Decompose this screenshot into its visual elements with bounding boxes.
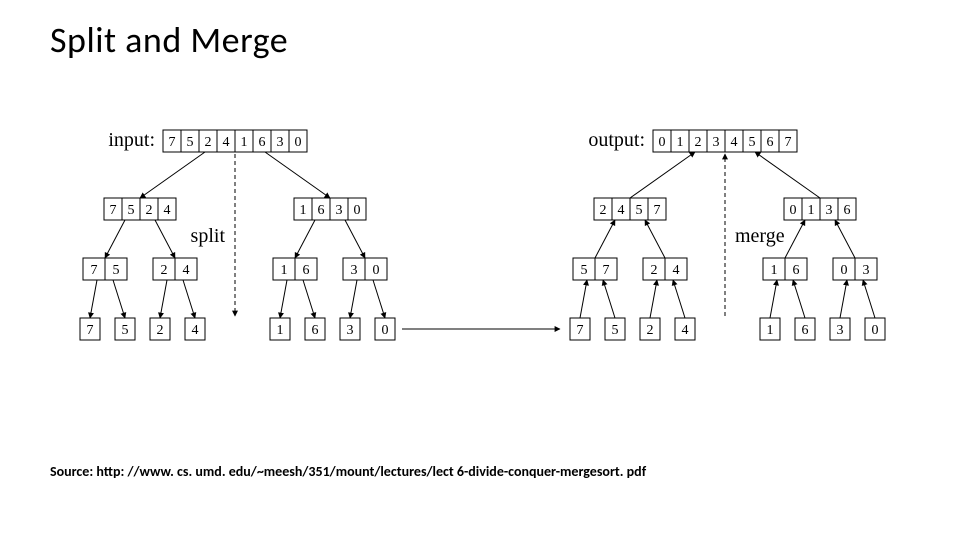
merge-edge xyxy=(863,280,875,318)
output-label: output: xyxy=(588,129,645,151)
merge-edge xyxy=(673,280,685,318)
merge-edge xyxy=(630,152,695,198)
split-l1-val: 1 xyxy=(300,203,307,218)
split-edge xyxy=(303,280,315,318)
merge-edge xyxy=(603,280,615,318)
split-l1-val: 7 xyxy=(110,203,117,218)
merge-l2-val: 5 xyxy=(581,263,588,278)
merge-l1-val: 4 xyxy=(618,203,625,218)
split-edge xyxy=(160,280,167,318)
merge-leaf-val: 7 xyxy=(577,323,584,338)
split-leaf-val: 6 xyxy=(312,323,319,338)
merge-l2-val: 3 xyxy=(863,263,870,278)
split-edge xyxy=(373,280,385,318)
merge-l1-val: 0 xyxy=(790,203,797,218)
split-leaf-val: 3 xyxy=(347,323,354,338)
merge-edge xyxy=(835,220,855,258)
merge-leaf-val: 1 xyxy=(767,323,774,338)
split-l1-val: 0 xyxy=(354,203,361,218)
split-root-val: 0 xyxy=(295,135,302,150)
merge-root-val: 3 xyxy=(713,135,720,150)
split-l1-val: 6 xyxy=(318,203,325,218)
merge-l1-val: 7 xyxy=(654,203,661,218)
split-edge xyxy=(265,152,330,198)
merge-root-val: 1 xyxy=(677,135,684,150)
merge-leaf-val: 3 xyxy=(837,323,844,338)
merge-l2-val: 2 xyxy=(651,263,658,278)
merge-leaf-val: 2 xyxy=(647,323,654,338)
split-l2-val: 5 xyxy=(113,263,120,278)
split-root-val: 4 xyxy=(223,135,230,150)
merge-edge xyxy=(785,220,805,258)
split-leaf-val: 7 xyxy=(87,323,94,338)
split-leaf-val: 0 xyxy=(382,323,389,338)
merge-l1-val: 6 xyxy=(844,203,851,218)
merge-edge xyxy=(770,280,777,318)
merge-l1-val: 2 xyxy=(600,203,607,218)
merge-leaf-val: 6 xyxy=(802,323,809,338)
split-l1-val: 2 xyxy=(146,203,153,218)
split-l2-val: 1 xyxy=(281,263,288,278)
split-root-val: 5 xyxy=(187,135,194,150)
split-l2-val: 4 xyxy=(183,263,190,278)
split-edge xyxy=(183,280,195,318)
split-root-val: 6 xyxy=(259,135,266,150)
split-l2-val: 7 xyxy=(91,263,98,278)
split-l1-val: 4 xyxy=(164,203,171,218)
merge-leaf-val: 0 xyxy=(872,323,879,338)
merge-root-val: 6 xyxy=(767,135,774,150)
split-edge xyxy=(90,280,97,318)
merge-edge xyxy=(793,280,805,318)
split-edge xyxy=(350,280,357,318)
merge-root-val: 4 xyxy=(731,135,738,150)
merge-edge xyxy=(645,220,665,258)
merge-edge xyxy=(580,280,587,318)
merge-root-val: 7 xyxy=(785,135,792,150)
merge-root-val: 5 xyxy=(749,135,756,150)
split-leaf-val: 2 xyxy=(157,323,164,338)
split-leaf-val: 4 xyxy=(192,323,199,338)
split-leaf-val: 1 xyxy=(277,323,284,338)
merge-root-val: 2 xyxy=(695,135,702,150)
merge-l1-val: 3 xyxy=(826,203,833,218)
split-l2-val: 6 xyxy=(303,263,310,278)
merge-edge xyxy=(840,280,847,318)
split-l1-val: 5 xyxy=(128,203,135,218)
merge-l2-val: 1 xyxy=(771,263,778,278)
split-leaf-val: 5 xyxy=(122,323,129,338)
input-label: input: xyxy=(108,129,155,151)
split-l1-val: 3 xyxy=(336,203,343,218)
merge-l2-val: 4 xyxy=(673,263,680,278)
merge-leaf-val: 5 xyxy=(612,323,619,338)
merge-l2-val: 0 xyxy=(841,263,848,278)
split-edge xyxy=(345,220,365,258)
merge-l1-val: 5 xyxy=(636,203,643,218)
merge-edge xyxy=(650,280,657,318)
merge-l1-val: 1 xyxy=(808,203,815,218)
split-edge xyxy=(280,280,287,318)
split-label: split xyxy=(191,225,226,247)
merge-label: merge xyxy=(735,225,785,247)
merge-l2-val: 7 xyxy=(603,263,610,278)
split-l2-val: 2 xyxy=(161,263,168,278)
split-edge xyxy=(113,280,125,318)
split-edge xyxy=(140,152,205,198)
merge-edge xyxy=(755,152,820,198)
split-root-val: 7 xyxy=(169,135,176,150)
split-root-val: 1 xyxy=(241,135,248,150)
merge-edge xyxy=(595,220,615,258)
split-edge xyxy=(105,220,125,258)
split-root-val: 2 xyxy=(205,135,212,150)
split-l2-val: 3 xyxy=(351,263,358,278)
split-root-val: 3 xyxy=(277,135,284,150)
split-l2-val: 0 xyxy=(373,263,380,278)
split-edge xyxy=(295,220,315,258)
mergesort-diagram: 7524163075241630752416307524163001234567… xyxy=(0,0,960,540)
split-edge xyxy=(155,220,175,258)
merge-leaf-val: 4 xyxy=(682,323,689,338)
merge-root-val: 0 xyxy=(659,135,666,150)
merge-l2-val: 6 xyxy=(793,263,800,278)
